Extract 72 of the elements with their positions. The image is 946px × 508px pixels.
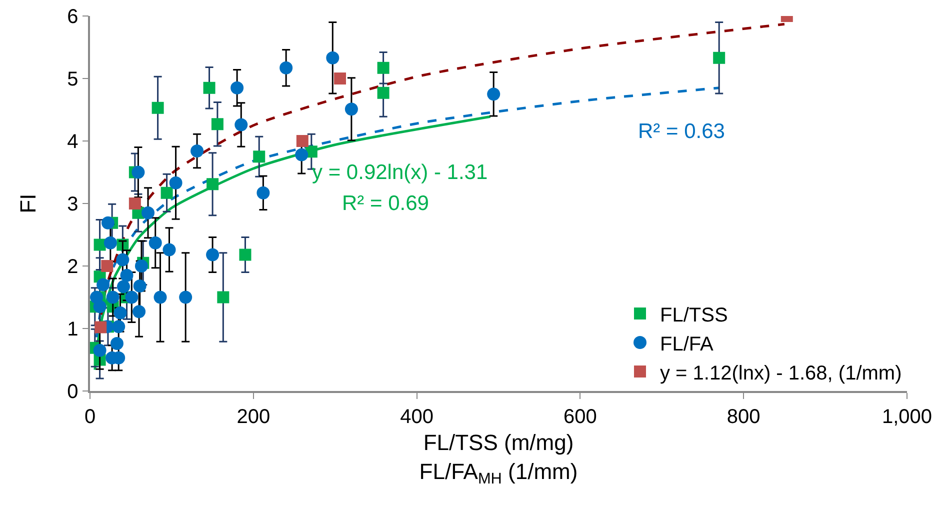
point — [206, 178, 219, 190]
legend-label: FL/TSS — [660, 304, 728, 326]
point — [101, 216, 114, 230]
point — [112, 320, 126, 334]
x-tick-label: 400 — [400, 406, 434, 428]
y-tick-label: 0 — [67, 381, 78, 403]
point — [116, 253, 130, 266]
point — [377, 86, 390, 99]
annotation: y = 0.92ln(x) - 1.31 — [312, 161, 488, 184]
y-tick-label: 4 — [67, 131, 78, 153]
point — [142, 206, 155, 220]
point — [114, 306, 127, 320]
point — [169, 176, 182, 190]
point — [134, 260, 148, 272]
line-series — [94, 115, 492, 371]
point — [133, 280, 146, 292]
point — [334, 72, 346, 84]
y-axis-title: FI — [16, 194, 40, 214]
point — [101, 260, 114, 272]
y-tick-label: 2 — [67, 256, 78, 278]
point — [132, 305, 146, 318]
y-tick-label: 1 — [67, 318, 78, 340]
point — [487, 88, 500, 101]
annotation: R² = 0.69 — [342, 192, 429, 215]
point — [256, 186, 270, 200]
x-tick-label: 0 — [84, 406, 96, 428]
point — [93, 300, 106, 314]
x-tick-label: 200 — [236, 406, 270, 428]
x-tick-label: 600 — [564, 406, 597, 428]
point — [162, 243, 176, 256]
point — [132, 166, 145, 179]
legend-label: y = 1.12(lnx) - 1.68, (1/mm) — [660, 362, 902, 384]
x-tick-label: 800 — [726, 406, 760, 428]
annotation: R² = 0.63 — [638, 120, 725, 143]
point — [160, 186, 173, 199]
point — [280, 61, 293, 74]
point — [128, 198, 141, 210]
point — [234, 118, 248, 132]
x-axis-title: FL/TSS (m/mg) FL/FA$_{MH}$ (1/mm) — [419, 430, 578, 488]
point — [93, 344, 106, 357]
point — [120, 268, 134, 282]
point — [344, 102, 358, 116]
point — [190, 144, 204, 158]
y-tick-label: 5 — [67, 68, 78, 90]
point — [154, 290, 167, 304]
point — [295, 148, 308, 162]
legend-label: FL/FA — [660, 333, 714, 356]
point — [713, 52, 726, 64]
point — [152, 102, 164, 114]
point — [148, 236, 162, 250]
point — [377, 62, 390, 74]
point — [296, 135, 308, 147]
point — [230, 81, 244, 94]
x-tick-label: 1,000 — [882, 406, 932, 428]
point — [94, 321, 107, 334]
point — [110, 337, 124, 350]
point — [125, 290, 138, 304]
point — [117, 280, 130, 294]
point — [211, 118, 224, 130]
point — [179, 290, 192, 304]
point — [94, 238, 106, 251]
point — [203, 82, 216, 94]
y-tick-label: 3 — [67, 194, 78, 216]
point — [217, 291, 230, 304]
point — [326, 51, 340, 64]
point — [104, 236, 117, 250]
point — [253, 150, 266, 163]
point — [206, 248, 220, 262]
point — [106, 290, 120, 304]
point — [239, 248, 252, 261]
y-tick-label: 6 — [67, 6, 78, 28]
point — [96, 278, 110, 292]
